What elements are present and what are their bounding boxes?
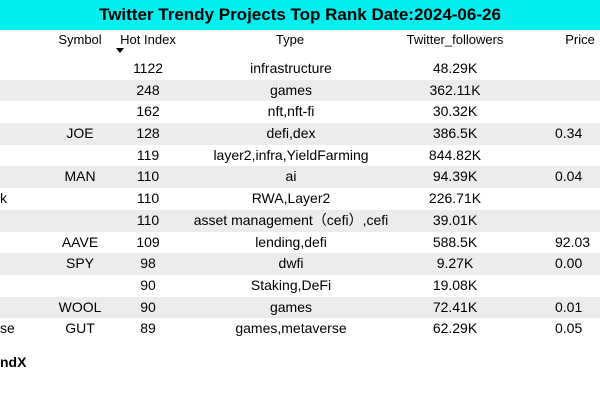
table-row[interactable]: 162 nft,nft-fi 30.32K	[0, 101, 600, 123]
table-row[interactable]: AAVE 109 lending,defi 588.5K 92.03	[0, 232, 600, 254]
twitter-followers-cell: 19.08K	[432, 276, 478, 293]
hot-index-cell: 89	[140, 320, 156, 337]
price-cell: 0.00	[555, 255, 583, 272]
price-cell: 0.34	[555, 125, 583, 142]
table-row[interactable]: k 110 RWA,Layer2 226.71K	[0, 188, 600, 210]
hot-index-cell: 90	[140, 276, 156, 293]
symbol-cell: JOE	[66, 125, 94, 142]
column-header-hot-index[interactable]: Hot Index	[120, 32, 176, 47]
project-name-cell: se	[0, 320, 15, 337]
hot-index-cell: 162	[136, 103, 160, 120]
price-cell: 0.04	[555, 168, 583, 185]
type-cell: dwfi	[278, 255, 304, 272]
hot-index-cell: 248	[136, 81, 160, 98]
twitter-followers-cell: 62.29K	[432, 320, 478, 337]
hot-index-cell: 109	[136, 233, 160, 250]
project-name-cell: k	[0, 190, 7, 207]
sort-descending-icon	[116, 48, 124, 53]
hot-index-cell: 110	[136, 190, 160, 207]
type-cell: ai	[285, 168, 297, 185]
symbol-cell: WOOL	[58, 298, 102, 315]
table-row[interactable]: MAN 110 ai 94.39K 0.04	[0, 166, 600, 189]
table-row[interactable]: SPY 98 dwfi 9.27K 0.00	[0, 253, 600, 275]
table-body: 1122 infrastructure 48.29K 248 games 362.11K 1…	[0, 58, 600, 340]
type-cell: games	[269, 298, 313, 315]
twitter-followers-cell: 588.5K	[432, 233, 478, 250]
table-row[interactable]: JOE 128 defi,dex 386.5K 0.34	[0, 123, 600, 145]
type-cell: nft,nft-fi	[267, 103, 315, 120]
type-cell: lending,defi	[255, 233, 327, 250]
hot-index-cell: 110	[136, 211, 160, 228]
footer-brand: ndX	[0, 354, 27, 370]
price-cell: 0.05	[555, 320, 583, 337]
type-cell: Staking,DeFi	[250, 276, 332, 293]
type-cell: defi,dex	[266, 125, 316, 142]
twitter-followers-cell: 226.71K	[428, 190, 482, 207]
type-cell: asset management（cefi）,cefi	[193, 211, 389, 228]
symbol-cell: SPY	[65, 255, 94, 272]
table-row[interactable]: 110 asset management（cefi）,cefi 39.01K	[0, 209, 600, 232]
hot-index-cell: 1122	[132, 60, 164, 76]
type-cell: infrastructure	[250, 60, 332, 76]
hot-index-cell: 90	[140, 298, 156, 315]
column-header-symbol[interactable]: Symbol	[58, 32, 102, 47]
column-header-type[interactable]: Type	[275, 32, 305, 47]
table-row[interactable]: WOOL 90 games 72.41K 0.01	[0, 296, 600, 319]
twitter-followers-cell: 94.39K	[432, 168, 478, 185]
twitter-followers-cell: 386.5K	[432, 125, 478, 142]
hot-index-cell: 98	[140, 255, 156, 272]
twitter-followers-cell: 72.41K	[432, 298, 478, 315]
table-row[interactable]: 248 games 362.11K	[0, 79, 600, 102]
table-header: Symbol Hot Index Type Twitter_followers …	[0, 30, 600, 58]
table-row[interactable]: 119 layer2,infra,YieldFarming 844.82K	[0, 145, 600, 167]
twitter-followers-cell: 844.82K	[428, 146, 482, 163]
hot-index-cell: 110	[136, 168, 160, 185]
table-row[interactable]: 90 Staking,DeFi 19.08K	[0, 275, 600, 297]
twitter-followers-cell: 48.29K	[432, 60, 478, 76]
price-cell: 92.03	[555, 233, 591, 250]
price-cell: 0.01	[555, 298, 583, 315]
symbol-cell: AAVE	[61, 233, 99, 250]
column-header-price[interactable]: Price	[565, 32, 595, 47]
twitter-followers-cell: 9.27K	[436, 255, 474, 272]
symbol-cell: GUT	[65, 320, 95, 337]
table-row[interactable]: 1122 infrastructure 48.29K	[0, 58, 600, 80]
column-header-twitter-followers[interactable]: Twitter_followers	[406, 32, 504, 47]
type-cell: games	[269, 81, 313, 98]
hot-index-cell: 128	[136, 125, 160, 142]
twitter-followers-cell: 362.11K	[429, 81, 481, 98]
type-cell: games,metaverse	[235, 320, 347, 337]
table-row[interactable]: se GUT 89 games,metaverse 62.29K 0.05	[0, 318, 600, 340]
type-cell: RWA,Layer2	[251, 190, 331, 207]
hot-index-cell: 119	[136, 146, 160, 163]
type-cell: layer2,infra,YieldFarming	[213, 146, 369, 163]
twitter-followers-cell: 39.01K	[432, 211, 478, 228]
page-title: Twitter Trendy Projects Top Rank Date:20…	[0, 0, 600, 30]
twitter-followers-cell: 30.32K	[432, 103, 478, 120]
symbol-cell: MAN	[64, 168, 96, 185]
